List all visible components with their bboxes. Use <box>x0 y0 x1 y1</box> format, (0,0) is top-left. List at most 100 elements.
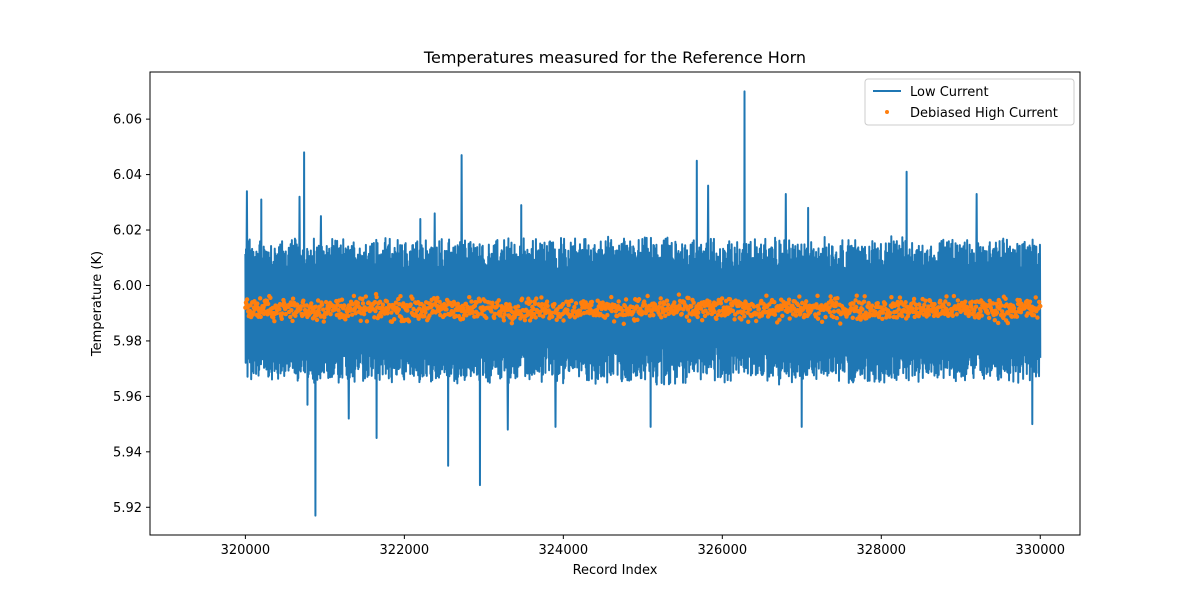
high-current-point <box>651 312 656 318</box>
high-current-point <box>314 317 320 323</box>
high-current-point <box>951 293 957 299</box>
high-current-point <box>435 295 440 301</box>
high-current-point <box>578 312 583 317</box>
high-current-point <box>955 298 961 303</box>
high-current-point <box>477 298 483 304</box>
high-current-point <box>408 302 413 307</box>
high-current-point <box>835 296 840 301</box>
high-current-point <box>979 313 984 318</box>
high-current-point <box>360 301 366 306</box>
high-current-point <box>589 299 595 305</box>
high-current-point <box>816 311 821 316</box>
high-current-point <box>336 308 341 313</box>
high-current-point <box>622 303 628 309</box>
high-current-point <box>702 313 708 319</box>
high-current-point <box>620 308 625 313</box>
high-current-point <box>360 296 365 302</box>
high-current-point <box>519 296 525 301</box>
high-current-point <box>705 311 711 316</box>
high-current-point <box>460 316 466 322</box>
high-current-point <box>372 315 377 320</box>
high-current-point <box>373 308 378 314</box>
high-current-point <box>663 313 668 319</box>
high-current-point <box>780 313 785 318</box>
high-current-point <box>730 303 735 308</box>
high-current-point <box>301 298 306 303</box>
high-current-point <box>739 317 744 322</box>
high-current-point <box>350 312 355 317</box>
high-current-point <box>442 312 448 318</box>
high-current-point <box>469 299 474 304</box>
high-current-point <box>741 309 746 315</box>
high-current-point <box>277 307 282 312</box>
y-tick-label: 6.04 <box>113 168 142 183</box>
high-current-point <box>455 301 461 306</box>
high-current-point <box>433 310 438 315</box>
high-current-point <box>854 293 859 298</box>
high-current-point <box>815 316 821 321</box>
high-current-point <box>834 300 839 306</box>
high-current-point <box>427 313 432 318</box>
high-current-point <box>742 314 747 319</box>
high-current-point <box>751 304 757 309</box>
high-current-point <box>316 307 321 313</box>
high-current-point <box>298 304 304 309</box>
plot-area <box>149 71 1081 536</box>
high-current-point <box>489 309 494 314</box>
high-current-point <box>539 295 544 300</box>
high-current-point <box>358 318 363 324</box>
high-current-point <box>573 301 579 306</box>
high-current-point <box>866 300 871 306</box>
high-current-point <box>611 319 617 324</box>
high-current-point <box>799 300 805 306</box>
high-current-point <box>753 318 759 324</box>
high-current-point <box>321 307 326 312</box>
x-tick-label: 320000 <box>221 543 271 558</box>
high-current-point <box>853 304 859 310</box>
high-current-point <box>896 307 901 312</box>
high-current-point <box>470 310 475 315</box>
high-current-point <box>972 307 977 313</box>
high-current-point <box>577 308 583 314</box>
high-current-point <box>831 314 836 320</box>
high-current-point <box>384 299 390 304</box>
high-current-point <box>289 308 294 313</box>
high-current-point <box>509 321 515 326</box>
high-current-point <box>787 316 792 321</box>
high-current-point <box>476 312 481 317</box>
high-current-point <box>963 299 968 304</box>
high-current-point <box>545 303 550 309</box>
high-current-point <box>372 299 378 305</box>
high-current-point <box>707 299 712 304</box>
high-current-point <box>1038 303 1043 309</box>
high-current-point <box>290 318 295 324</box>
low-current-line <box>244 90 1042 517</box>
high-current-point <box>351 293 357 299</box>
high-current-point <box>905 314 911 319</box>
high-current-point <box>328 311 333 317</box>
high-current-point <box>552 301 557 307</box>
high-current-point <box>313 304 319 309</box>
high-current-point <box>717 309 722 314</box>
high-current-point <box>322 314 327 320</box>
high-current-point <box>880 316 885 321</box>
high-current-point <box>422 314 427 319</box>
high-current-point <box>374 294 379 300</box>
high-current-point <box>922 302 927 308</box>
x-tick-label: 322000 <box>380 543 430 558</box>
high-current-point <box>699 317 705 323</box>
high-current-point <box>565 307 570 313</box>
high-current-point <box>746 319 751 324</box>
high-current-point <box>985 311 991 316</box>
plot-frame <box>149 71 1081 536</box>
high-current-point <box>861 299 867 304</box>
high-current-point <box>549 310 554 316</box>
high-current-point <box>363 294 369 299</box>
high-current-point <box>616 299 621 304</box>
x-axis-label: Record Index <box>573 563 658 578</box>
high-current-point <box>268 295 273 300</box>
high-current-point <box>698 306 704 311</box>
high-current-point <box>679 311 684 317</box>
high-current-point <box>1013 309 1018 315</box>
legend-swatch-debiased-high-current <box>885 110 889 114</box>
